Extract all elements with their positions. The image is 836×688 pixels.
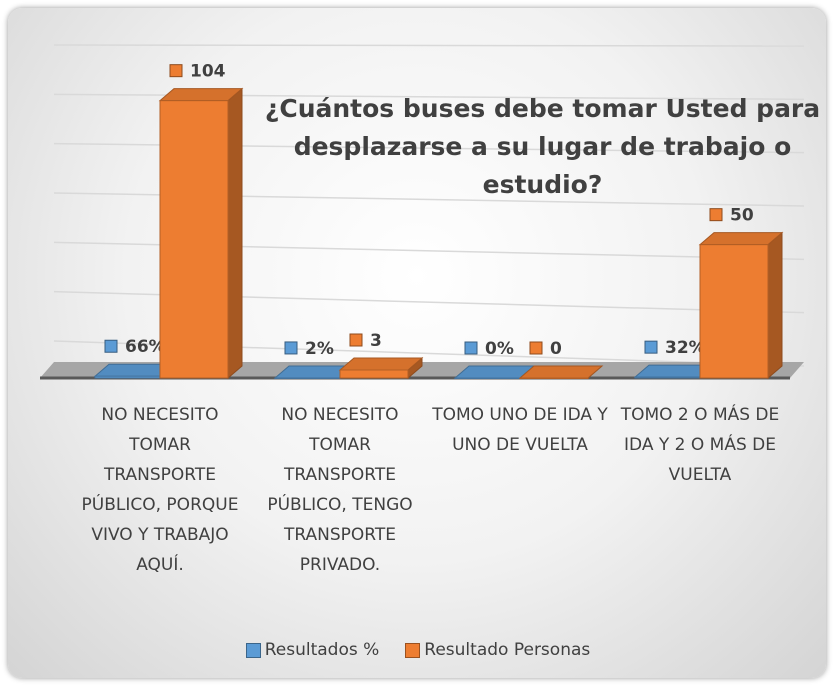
legend-item: Resultados % [245,640,380,660]
x-tick-label: NO NECESITO TOMAR TRANSPORTE PÚBLICO, TE… [267,405,413,575]
legend-swatch [245,642,261,658]
bar [518,365,604,379]
data-label-marker [644,340,658,354]
x-tick-label: NO NECESITO TOMAR TRANSPORTE PÚBLICO, PO… [81,405,239,575]
data-label: 32% [665,338,706,358]
data-label-marker [464,341,478,355]
data-label: 104 [190,62,226,82]
data-label: 3 [370,331,382,351]
data-label-marker [349,333,363,347]
bar-top [338,357,424,371]
data-label-marker [169,64,183,78]
grid-line [53,44,805,47]
data-label-marker [284,341,298,355]
bar-top [518,365,604,379]
bar-front [94,375,161,379]
legend-label: Resultados % [264,640,380,660]
bar [158,87,244,380]
bar-top [698,232,784,246]
bar-front [274,377,341,379]
bar-front [339,369,409,379]
data-label-marker [709,208,723,222]
bar [338,356,424,380]
bar-side [767,231,783,380]
bar-front [634,376,701,379]
legend-label: Resultado Personas [424,640,591,660]
bar-side [227,87,243,380]
data-label: 0% [485,339,514,359]
x-tick-label: TOMO 2 O MÁS DE IDA Y 2 O MÁS DE VUELTA [620,405,780,485]
legend-item: Resultado Personas [405,640,590,660]
legend: Resultados % Resultado Personas [0,640,836,660]
bar-front [454,377,521,379]
data-label: 50 [730,206,754,226]
chart-title: ¿Cuántos buses debe tomar Usted para des… [264,94,821,199]
legend-swatch [405,642,421,658]
bar-top [158,88,244,102]
bar-front [159,100,229,379]
bar-front [519,377,589,379]
bar-front [699,244,769,379]
data-label-marker [529,341,543,355]
data-label: 0 [550,339,562,359]
x-tick-label: TOMO UNO DE IDA Y UNO DE VUELTA [432,405,608,455]
data-label: 2% [305,339,334,359]
data-label-marker [104,339,118,353]
bar [698,231,784,380]
data-label: 66% [125,337,166,357]
chart-area [8,8,826,678]
